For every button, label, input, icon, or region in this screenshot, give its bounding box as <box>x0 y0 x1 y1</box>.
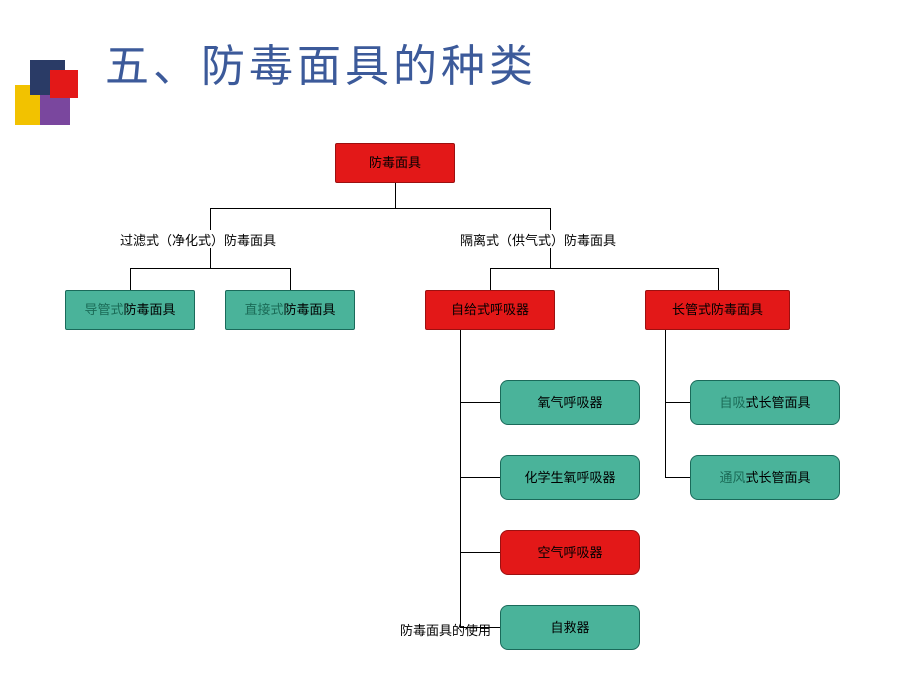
node-label: 通风式长管面具 <box>719 470 810 486</box>
node-label: 导管式防毒面具 <box>84 302 175 318</box>
node-tube-mask: 导管式防毒面具 <box>65 290 195 330</box>
deco-square <box>40 95 70 125</box>
connector-line <box>550 208 551 230</box>
node-self-respirator: 自给式呼吸器 <box>425 290 555 330</box>
connector-line <box>490 268 718 269</box>
footer-text: 防毒面具的使用 <box>400 620 491 639</box>
deco-square <box>50 70 78 98</box>
slide: 五、防毒面具的种类 防毒面具 过滤式（净化式）防毒面具 隔离式（供气式）防毒面具… <box>0 0 920 690</box>
node-isolation-type-label: 隔离式（供气式）防毒面具 <box>460 230 616 249</box>
node-direct-mask: 直接式防毒面具 <box>225 290 355 330</box>
slide-title: 五、防毒面具的种类 <box>105 30 537 94</box>
node-selfsuction-longtube: 自吸式长管面具 <box>690 380 840 425</box>
node-label: 长管式防毒面具 <box>672 302 763 318</box>
connector-line <box>210 208 550 209</box>
node-longtube-mask: 长管式防毒面具 <box>645 290 790 330</box>
connector-line <box>290 268 291 290</box>
node-self-rescuer: 自救器 <box>500 605 640 650</box>
connector-line <box>550 248 551 268</box>
connector-line <box>210 208 211 230</box>
connector-line <box>665 477 690 478</box>
node-label: 氧气呼吸器 <box>537 395 602 411</box>
connector-line <box>665 330 666 477</box>
connector-line <box>665 402 690 403</box>
node-label: 防毒面具 <box>369 155 421 171</box>
node-oxygen-respirator: 氧气呼吸器 <box>500 380 640 425</box>
node-label: 空气呼吸器 <box>537 545 602 561</box>
connector-line <box>210 248 211 268</box>
node-label: 自吸式长管面具 <box>719 395 810 411</box>
node-filter-type-label: 过滤式（净化式）防毒面具 <box>120 230 276 249</box>
connector-line <box>460 477 500 478</box>
node-chemical-oxygen: 化学生氧呼吸器 <box>500 455 640 500</box>
connector-line <box>490 268 491 290</box>
connector-line <box>395 183 396 208</box>
node-label: 自救器 <box>550 620 589 636</box>
node-root: 防毒面具 <box>335 143 455 183</box>
connector-line <box>460 330 461 627</box>
connector-line <box>718 268 719 290</box>
node-ventilated-longtube: 通风式长管面具 <box>690 455 840 500</box>
corner-decoration <box>15 55 95 135</box>
node-air-respirator: 空气呼吸器 <box>500 530 640 575</box>
connector-line <box>460 402 500 403</box>
connector-line <box>130 268 131 290</box>
node-label: 直接式防毒面具 <box>244 302 335 318</box>
connector-line <box>130 268 290 269</box>
connector-line <box>460 552 500 553</box>
node-label: 化学生氧呼吸器 <box>524 470 615 486</box>
node-label: 自给式呼吸器 <box>451 302 529 318</box>
